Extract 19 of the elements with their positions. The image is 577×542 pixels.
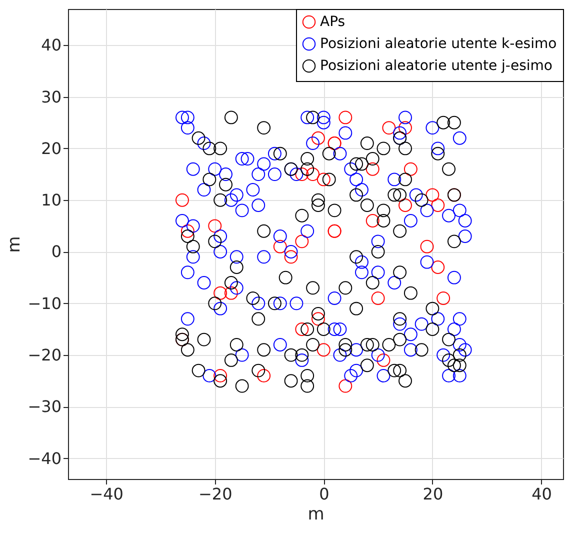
y-tick-label: −30 (28, 397, 62, 416)
legend-label: APs (320, 14, 346, 30)
y-tick-label: 40 (41, 36, 62, 55)
x-tick-label: 0 (319, 484, 330, 504)
x-axis-title: m (308, 504, 324, 524)
y-axis-title: m (4, 236, 25, 253)
x-tick-label: −20 (198, 484, 232, 504)
legend-label: Posizioni aleatorie utente j-esimo (320, 58, 552, 74)
y-tick-label: −10 (28, 294, 62, 313)
y-tick-label: −40 (28, 448, 62, 468)
x-tick-label: 40 (532, 484, 552, 504)
y-tick-label: 0 (51, 242, 62, 262)
y-tick-label: 20 (41, 138, 62, 158)
legend-label: Posizioni aleatorie utente k-esimo (320, 36, 557, 52)
x-tick-label: −40 (90, 484, 124, 504)
y-tick-label: 10 (41, 190, 62, 210)
y-tick-label: 30 (41, 87, 62, 106)
x-tick-label: 20 (422, 484, 444, 504)
y-tick-label: −20 (28, 346, 62, 365)
